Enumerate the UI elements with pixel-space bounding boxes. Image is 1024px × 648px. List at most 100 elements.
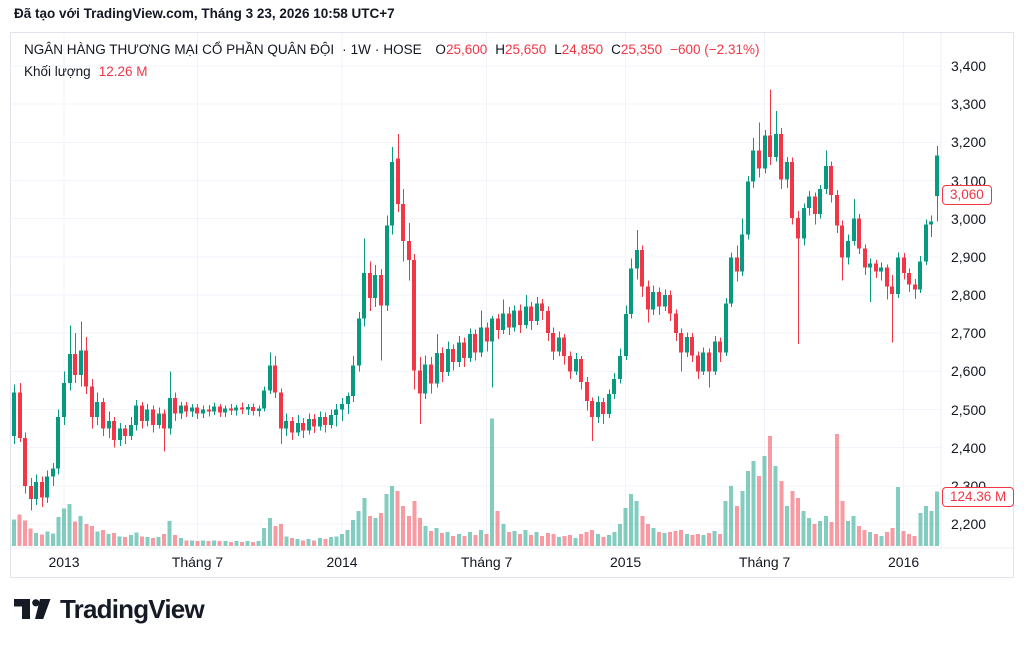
volume-bar [840,501,845,546]
volume-bar [812,524,817,546]
x-tick-label: 2014 [326,554,358,570]
volume-bar [779,480,784,546]
volume-bar [245,541,250,546]
candle-body [373,275,377,299]
y-tick-label: 3,100 [951,172,987,189]
candle-body [902,257,906,273]
volume-bar [740,491,745,546]
volume-bar [100,530,105,546]
y-tick-label: 2,200 [951,516,987,532]
candle-body [340,403,344,410]
candle-body [240,407,244,410]
candle-body [123,428,127,437]
candle-body [479,327,483,353]
candle-body [751,150,755,182]
volume-bar [106,534,111,546]
volume-bar [128,535,133,546]
candle-body [579,359,583,383]
candle-body [279,392,283,429]
volume-bar [545,532,550,546]
candle-body [568,356,572,372]
candle-body [40,482,44,498]
open-value: 25,600 [445,42,488,57]
candle-body [446,349,450,373]
candle-body [501,313,505,331]
volume-bar [123,537,128,546]
volume-bar [262,527,267,546]
candle-body [729,257,733,304]
volume-bar [923,505,928,546]
volume-bar [178,538,183,546]
volume-bar [312,540,317,546]
candle-body [251,406,255,412]
candle-body [763,135,767,169]
volume-bar [328,537,333,546]
candle-body [813,196,817,215]
candle-body [379,275,383,306]
volume-bar [323,538,328,546]
volume-bar [356,510,361,546]
high-label: H [495,42,505,57]
volume-bar [673,531,678,546]
volume-bar [595,534,600,546]
candle-body [796,217,800,239]
candle-body [879,267,883,272]
volume-bar [162,534,167,546]
volume-bar [184,540,189,546]
candle-body [90,386,94,418]
volume-bar [256,541,261,546]
candle-body [23,438,27,486]
y-tick-label: 2,500 [951,401,987,418]
candle-body [852,218,856,241]
volume-bar [117,536,122,546]
volume-bar [718,534,723,546]
candle-body [646,286,650,310]
volume-bar [50,533,55,546]
candle-body [51,468,55,477]
volume-bar [273,526,278,546]
volume-bar [568,535,572,546]
candle-body [12,392,16,437]
candle-body [223,408,227,413]
volume-bar [223,541,228,546]
volume-bar [479,530,484,546]
volume-bar [306,538,311,546]
volume-badge: 124.36 M [942,487,1015,507]
volume-bar [34,532,39,546]
candle-body [840,225,844,258]
candle-body [56,417,60,469]
volume-bar [618,524,623,546]
candle-body [29,485,33,500]
candle-body [668,295,672,314]
close-value: 25,350 [620,42,663,57]
candle-body [724,303,728,353]
candle-body [184,405,188,412]
volume-bar [45,531,50,546]
x-tick-label: 2015 [610,554,642,570]
candle-body [557,337,561,352]
volume-bar [907,534,912,546]
candle-body [134,405,138,425]
volume-bar [501,524,506,546]
candle-body [262,390,266,409]
candle-body [874,263,878,272]
candle-body [713,341,717,372]
volume-bar [206,541,211,546]
volume-bar [768,436,773,546]
candle-body [807,196,811,208]
candle-body [273,365,277,393]
volume-bar [829,521,834,546]
y-tick-label: 3,000 [951,210,987,227]
candle-body [385,225,389,306]
candle-body [685,336,689,353]
volume-bar [562,535,567,546]
volume-bar [912,535,917,546]
candle-body [540,303,544,312]
volume-bar [662,532,667,546]
x-tick-label: Tháng 7 [171,554,224,570]
candle-body [746,181,750,235]
candle-body [674,313,678,334]
volume-bar [362,498,367,546]
volume-bar [490,418,495,546]
close-label: C [611,42,621,57]
